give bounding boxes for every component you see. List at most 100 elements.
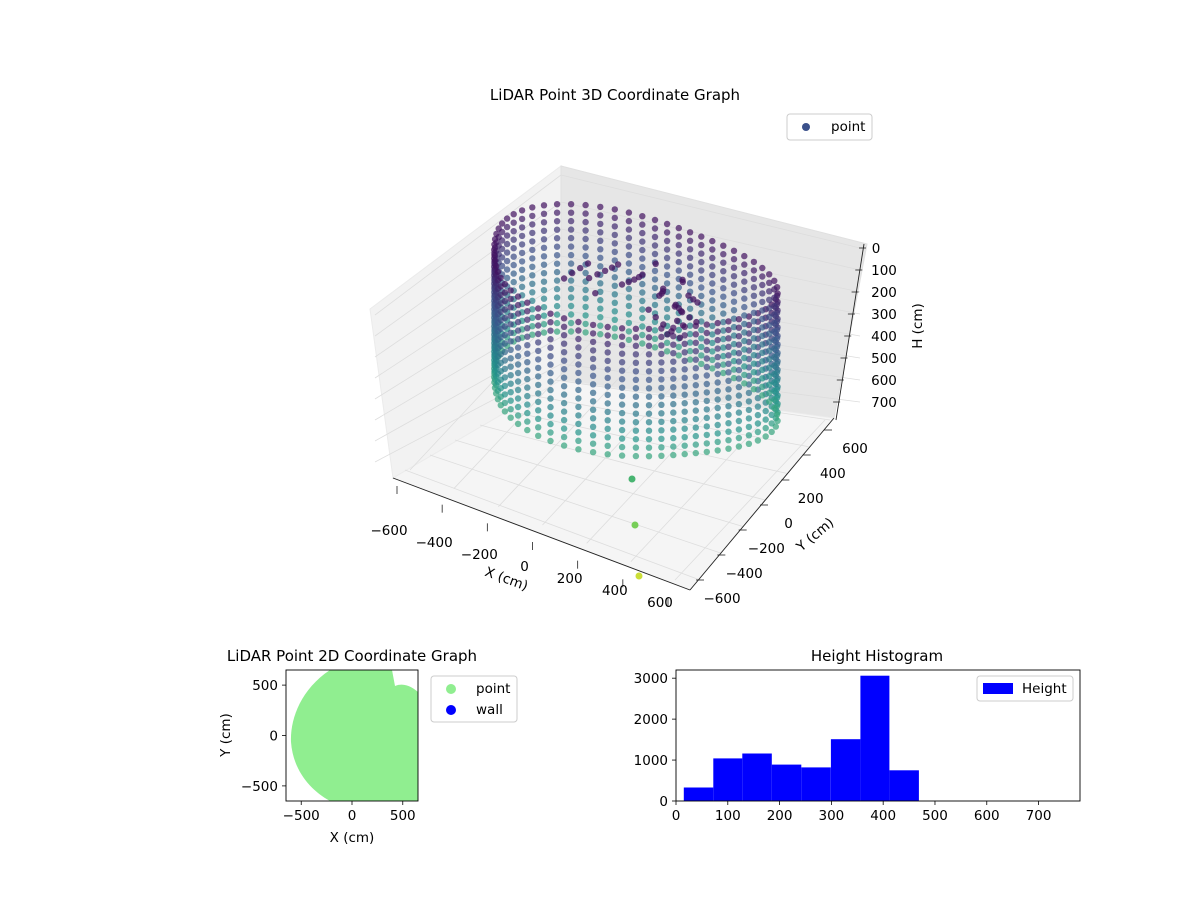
z-axis-line bbox=[835, 243, 865, 421]
scatter-point-3d bbox=[524, 375, 531, 383]
scatter-point-3d bbox=[658, 333, 665, 341]
scatter-point-3d bbox=[639, 340, 646, 347]
scatter-point-3d bbox=[730, 349, 738, 356]
scatter-point-3d bbox=[575, 361, 582, 368]
scatter-point-3d bbox=[553, 201, 561, 208]
scatter-point-3d bbox=[725, 352, 732, 359]
scatter-point-3d bbox=[618, 435, 626, 442]
scatter-point-3d bbox=[597, 305, 604, 312]
scatter-point-3d bbox=[535, 390, 542, 397]
scatter-point-3d bbox=[720, 276, 727, 283]
scatter-point-3d bbox=[567, 234, 575, 242]
scatter-point-3d bbox=[698, 250, 705, 257]
scatter-point-3d bbox=[540, 321, 548, 328]
scatter-point-3d bbox=[597, 203, 604, 211]
scatter-point-3d bbox=[639, 314, 646, 322]
legend-2d-label-wall: wall bbox=[476, 702, 503, 718]
scatter-point-3d bbox=[611, 231, 618, 239]
chart-histogram: Height Histogram 0 100 200 300 400 500 600 7000… bbox=[634, 647, 1081, 824]
scatter-point-3d bbox=[730, 307, 738, 314]
scatter-point-3d bbox=[510, 219, 517, 226]
scatter-point-3d bbox=[632, 410, 640, 417]
scatter-point-3d bbox=[553, 294, 561, 301]
y-tick-label-histogram: 3000 bbox=[634, 671, 668, 687]
scatter-point-3d bbox=[529, 323, 536, 330]
scatter-point-3d bbox=[510, 270, 517, 277]
scatter-point-3d bbox=[514, 344, 522, 351]
scatter-point-3d bbox=[766, 364, 773, 371]
scatter-point-3d bbox=[524, 299, 531, 306]
scatter-point-3d bbox=[567, 243, 575, 250]
scatter-point-3d bbox=[663, 237, 671, 245]
scatter-point-3d bbox=[670, 358, 677, 365]
scatter-point-3d bbox=[735, 443, 743, 450]
scatter-point-3d bbox=[560, 433, 568, 441]
scatter-point-3d bbox=[514, 386, 522, 394]
y-tick-label-2d: 500 bbox=[252, 678, 278, 694]
scatter-point-3d bbox=[709, 348, 716, 355]
scatter-point-3d bbox=[510, 211, 517, 218]
scatter-point-3d bbox=[553, 319, 561, 327]
scatter-point-3d bbox=[597, 280, 604, 287]
scatter-point-3d bbox=[714, 430, 721, 437]
scatter-point-3d bbox=[725, 343, 732, 350]
x-tick-label-histogram: 200 bbox=[767, 808, 793, 824]
scatter-point-3d bbox=[540, 219, 548, 226]
scatter-point-3d bbox=[618, 401, 626, 408]
scatter-point-3d bbox=[553, 226, 561, 233]
scatter-point-3d bbox=[658, 342, 665, 349]
scatter-point-3d bbox=[675, 352, 682, 359]
scatter-point-3d bbox=[553, 218, 561, 225]
scatter-point-3d bbox=[560, 340, 568, 347]
scatter-point-3d bbox=[589, 321, 597, 329]
scatter-point-3d bbox=[703, 440, 710, 447]
scatter-point-3d bbox=[698, 318, 705, 325]
scatter-point-3d bbox=[535, 313, 542, 321]
scatter-point-3d bbox=[698, 292, 705, 300]
scatter-point-3d bbox=[497, 274, 504, 282]
scatter-point-3d bbox=[675, 284, 682, 291]
scatter-point-3d bbox=[681, 408, 688, 415]
scatter-point-3d bbox=[575, 395, 582, 402]
x-tick-label-3d: 200 bbox=[557, 571, 583, 587]
scatter-point-3d bbox=[652, 260, 659, 267]
scatter-point-3d bbox=[692, 331, 699, 338]
scatter-point-3d bbox=[507, 414, 514, 421]
scatter-point-3d bbox=[658, 359, 665, 366]
scatter-point-3d bbox=[594, 271, 601, 278]
scatter-point-3d bbox=[597, 263, 604, 270]
scatter-point-3d bbox=[709, 271, 716, 279]
scatter-point-3d bbox=[645, 351, 653, 358]
scatter-point-3d bbox=[664, 331, 671, 338]
scatter-point-3d bbox=[678, 308, 685, 315]
scatter-point-3d bbox=[553, 285, 561, 293]
scatter-point-3d bbox=[709, 322, 716, 330]
scatter-point-3d bbox=[709, 331, 716, 338]
histogram-title: Height Histogram bbox=[811, 647, 943, 665]
scatter-point-3d bbox=[575, 412, 582, 419]
scatter-point-3d bbox=[604, 417, 611, 424]
scatter-point-3d bbox=[735, 358, 743, 365]
scatter-point-3d bbox=[725, 437, 732, 444]
scatter-point-3d bbox=[584, 260, 592, 267]
scatter-point-3d bbox=[745, 389, 753, 397]
x-axis-line bbox=[392, 477, 691, 591]
scatter-point-3d bbox=[759, 290, 766, 297]
scatter-point-3d bbox=[553, 252, 561, 259]
scatter-point-3d bbox=[663, 220, 671, 228]
scatter-point-3d bbox=[535, 432, 542, 439]
scatter-point-3d bbox=[741, 380, 748, 387]
scatter-point-3d bbox=[720, 335, 727, 343]
scatter-point-3d bbox=[535, 373, 542, 380]
scatter-point-3d bbox=[604, 408, 611, 416]
scatter-point-3d bbox=[759, 349, 766, 356]
scatter-point-3d bbox=[703, 321, 710, 328]
scatter-point-3d bbox=[741, 312, 748, 319]
scatter-point-3d bbox=[547, 429, 554, 436]
histogram-bars bbox=[683, 675, 919, 801]
scatter-point-3d bbox=[714, 379, 721, 386]
scatter-point-3d bbox=[514, 395, 522, 402]
outlier-point-3d bbox=[631, 521, 639, 529]
scatter-point-3d bbox=[507, 380, 514, 387]
scatter-point-3d bbox=[725, 318, 732, 325]
